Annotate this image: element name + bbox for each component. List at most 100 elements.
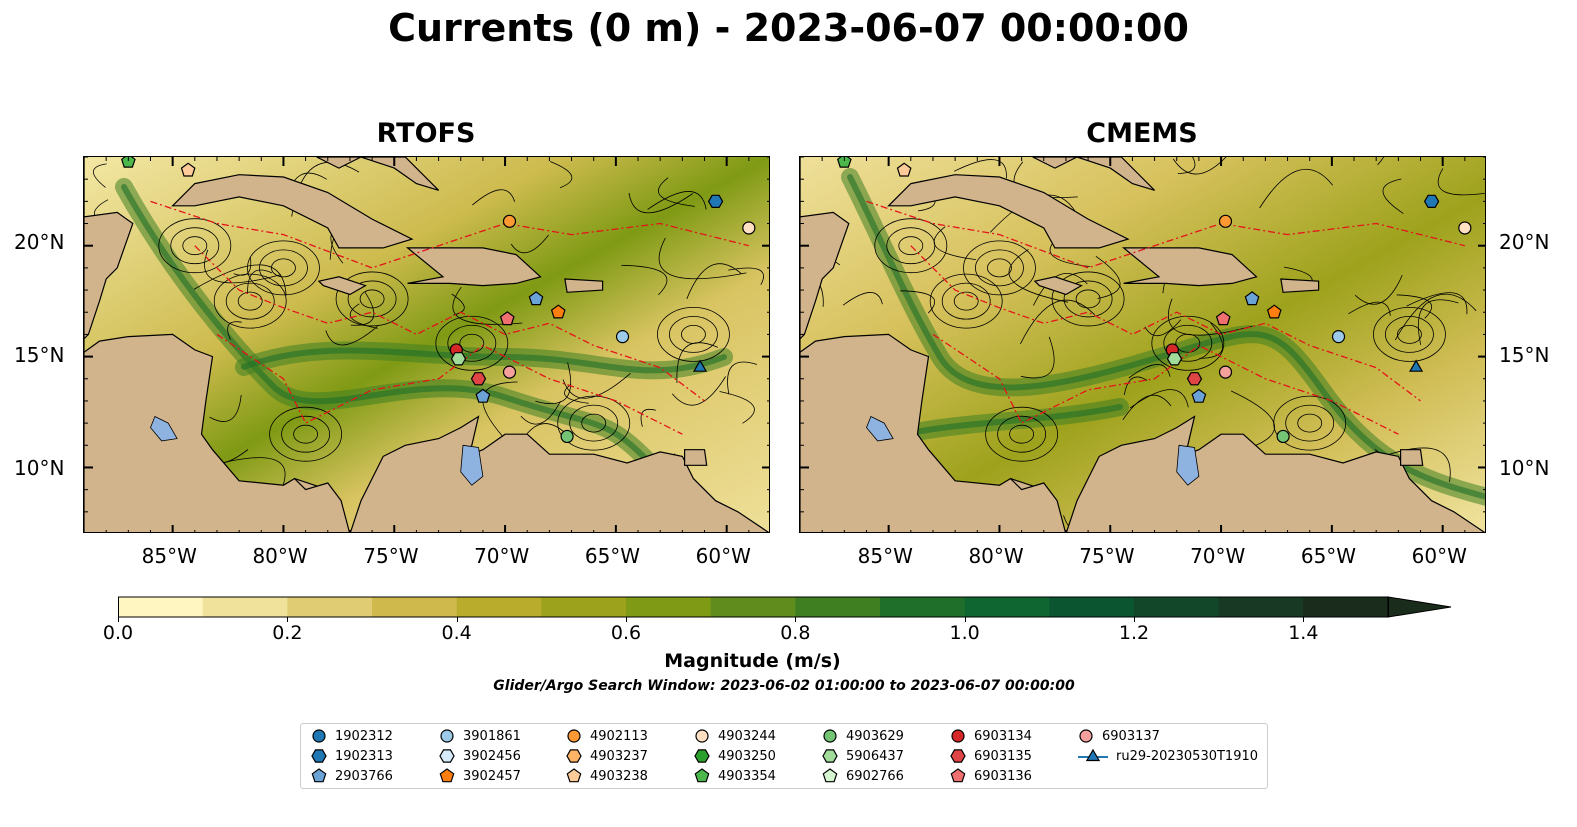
legend-label: 3902456 (463, 748, 521, 764)
platform-marker-4903238 (180, 162, 196, 177)
legend-symbol (822, 768, 838, 783)
eddy-streamline (1151, 315, 1225, 371)
legend-symbol (951, 729, 965, 743)
streamline (1406, 292, 1468, 315)
land-south-america (349, 415, 769, 532)
colorbar (118, 596, 1452, 618)
legend-symbol (822, 749, 838, 763)
legend-label: 5906437 (846, 748, 904, 764)
streamline (1128, 364, 1171, 379)
legend-label: 4903244 (718, 728, 776, 744)
legend-marker-hexagon-icon (311, 749, 327, 763)
streamline (1172, 157, 1227, 175)
streamline (1177, 157, 1196, 174)
legend-marker-circle-icon (823, 729, 837, 743)
streamline (1348, 301, 1391, 316)
legend-label: ru29-20230530T1910 (1116, 748, 1259, 764)
colorbar-tick-label: 0.8 (780, 622, 811, 644)
legend-label: 4903250 (718, 748, 776, 764)
streamline (209, 394, 242, 422)
legend-marker-hexagon-icon (950, 749, 966, 763)
colorbar-tick-label: 1.2 (1118, 622, 1150, 644)
legend-entry-1902312: 1902312 (311, 727, 393, 745)
eddy-streamline (335, 271, 409, 327)
lon-label-65w: 65°W (584, 544, 641, 568)
land-puerto-rico (564, 278, 604, 293)
legend-entry-6903137: 6903137 (1078, 727, 1160, 745)
streamline (550, 161, 573, 189)
streamline (953, 159, 1007, 179)
lon-label-70w: 70°W (1190, 544, 1246, 568)
platform-marker-3901861 (1331, 330, 1346, 344)
eddy-streamline (281, 415, 331, 453)
platform-marker-3901861 (615, 330, 630, 344)
streamline (1020, 299, 1095, 345)
lat-label-left-10: 10°N (14, 456, 65, 480)
lon-label-85w: 85°W (857, 544, 913, 568)
eddy-streamline (669, 316, 718, 353)
land-trinidad (683, 449, 708, 466)
platform-marker-2903766 (1191, 388, 1207, 403)
streamline (1382, 178, 1404, 214)
streamline (535, 362, 572, 405)
colorbar-segment (964, 597, 1050, 617)
colorbar-tick (795, 617, 797, 622)
land-cuba (171, 174, 414, 249)
eddy-streamline (1009, 424, 1035, 444)
legend-marker-hexagon-icon (439, 749, 455, 763)
eddy-streamline (997, 415, 1047, 453)
legend-marker-circle-icon (567, 729, 581, 743)
streamline (647, 191, 707, 210)
streamline (1167, 298, 1253, 336)
legend-label: 3902457 (463, 768, 521, 784)
land-hispaniola (405, 247, 542, 287)
legend-marker-circle-icon (951, 729, 965, 743)
legend-entry-4903354: 4903354 (694, 767, 776, 785)
legend-entry-4903244: 4903244 (694, 727, 776, 745)
streamline (213, 457, 286, 490)
streamline (350, 292, 375, 326)
legend-marker-pentagon-icon (822, 768, 838, 783)
eddy-streamline (898, 236, 924, 256)
streamline (472, 189, 516, 206)
legend-symbol (311, 749, 327, 763)
streamline (510, 234, 549, 254)
legend-entry-2903766: 2903766 (311, 767, 393, 785)
streamline (1020, 336, 1055, 379)
eddy-streamline (963, 240, 1036, 296)
platform-marker-6903137 (502, 365, 517, 379)
lon-label-80w: 80°W (968, 544, 1024, 568)
legend-marker-hexagon-icon (566, 749, 582, 763)
streamline (233, 256, 252, 276)
eddy-streamline (1285, 404, 1335, 442)
legend-marker-pentagon-icon (950, 768, 966, 783)
eddy-streamline (975, 249, 1024, 287)
colorbar-segment (1134, 597, 1220, 617)
eddy-streamline (347, 280, 397, 318)
streamline (657, 177, 695, 207)
colorbar-frame (118, 596, 1389, 618)
colorbar-segment (1218, 597, 1304, 617)
legend-symbol (1079, 729, 1093, 743)
legend-entry-4903238: 4903238 (566, 767, 648, 785)
legend-marker-pentagon-icon (311, 768, 327, 783)
lake-nicaragua (866, 415, 894, 442)
legend-marker-pentagon-icon (566, 768, 582, 783)
colorbar-tick (1134, 617, 1135, 622)
streamline (900, 290, 935, 314)
land-trinidad (1399, 449, 1424, 466)
lon-label-60w: 60°W (695, 544, 751, 568)
legend-label: 6903134 (974, 728, 1032, 744)
eddy-streamline (225, 282, 275, 320)
colorbar-segment (795, 597, 881, 617)
streamline (1033, 273, 1088, 306)
lat-label-left-15: 15°N (14, 343, 65, 367)
eddy-streamline (170, 227, 220, 265)
legend-symbol (566, 768, 582, 783)
land-central-america-coast (800, 333, 1066, 532)
colorbar-segment (880, 597, 966, 617)
eez-boundary (866, 200, 1465, 269)
streamline (193, 264, 287, 296)
legend-label: 6903135 (974, 748, 1032, 764)
streamline (1144, 319, 1182, 336)
